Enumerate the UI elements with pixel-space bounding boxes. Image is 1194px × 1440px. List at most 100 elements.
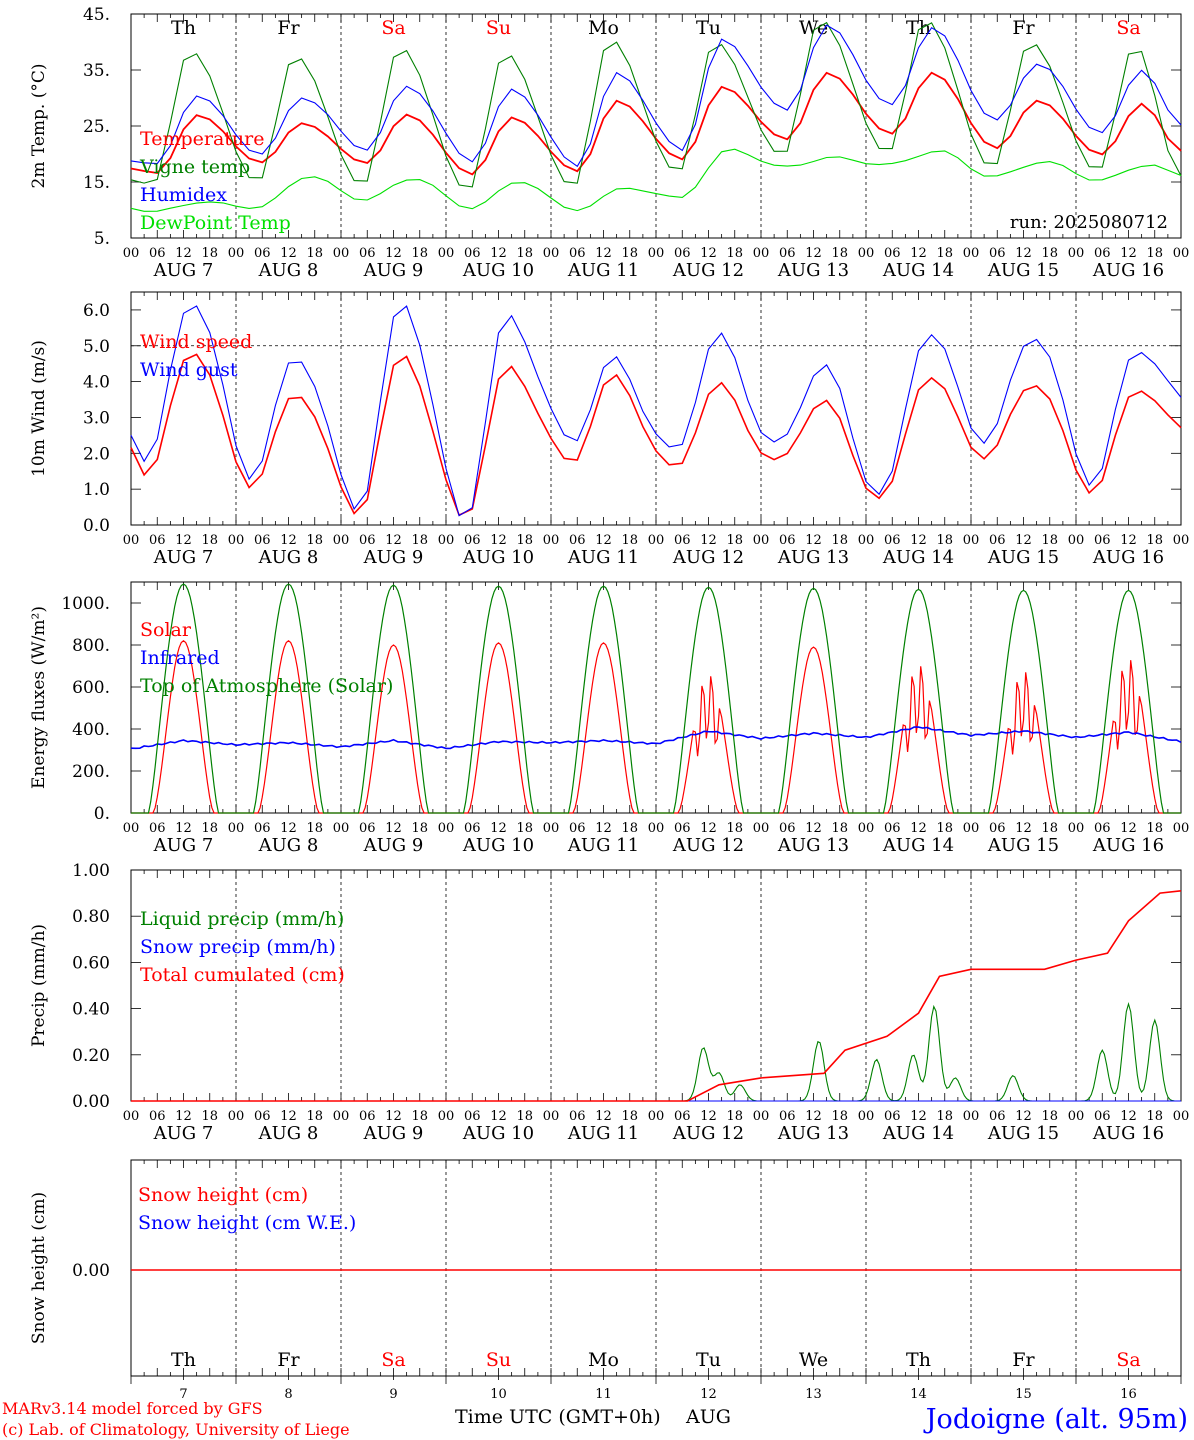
x-date-label: AUG 13 xyxy=(777,835,849,856)
x-hour-label: 00 xyxy=(228,1109,245,1124)
x-hour-label: 12 xyxy=(1015,246,1032,261)
x-hour-label: 00 xyxy=(1068,246,1085,261)
x-date-label: AUG 8 xyxy=(258,547,319,568)
x-hour-label: 12 xyxy=(490,821,507,836)
panel-frame xyxy=(130,13,1182,239)
x-hour-label: 00 xyxy=(753,246,770,261)
x-date-label: AUG 11 xyxy=(567,1123,639,1144)
x-hour-label: 18 xyxy=(306,1109,323,1124)
x-date-label: AUG 7 xyxy=(153,547,214,568)
x-hour-label: 18 xyxy=(411,246,428,261)
x-date-label: AUG 15 xyxy=(987,1123,1059,1144)
x-hour-label: 12 xyxy=(910,533,927,548)
x-hour-label: 00 xyxy=(1173,821,1190,836)
x-hour-label: 18 xyxy=(726,533,743,548)
legend-temperature: Temperature xyxy=(140,128,264,150)
x-hour-label: 12 xyxy=(700,1109,717,1124)
x-hour-label: 06 xyxy=(989,1109,1006,1124)
x-date-label: AUG 14 xyxy=(882,547,954,568)
x-hour-label: 00 xyxy=(963,533,980,548)
x-axis-label: Time UTC (GMT+0h) xyxy=(455,1406,661,1428)
x-hour-label: 12 xyxy=(805,246,822,261)
x-hour-label: 12 xyxy=(910,821,927,836)
x-hour-label: 00 xyxy=(543,821,560,836)
x-hour-label: 12 xyxy=(280,246,297,261)
weekday-label-bottom: Mo xyxy=(588,1349,619,1371)
x-date-label: AUG 14 xyxy=(882,1123,954,1144)
x-hour-label: 00 xyxy=(1068,821,1085,836)
x-hour-label: 00 xyxy=(858,246,875,261)
x-hour-label: 06 xyxy=(254,1109,271,1124)
x-hour-label: 00 xyxy=(228,821,245,836)
x-date-label: AUG 10 xyxy=(462,547,534,568)
y-tick-label: 200. xyxy=(72,762,110,782)
x-hour-label: 00 xyxy=(1173,533,1190,548)
x-date-label: AUG 11 xyxy=(567,835,639,856)
x-date-label: AUG 9 xyxy=(363,260,424,281)
series-dewpoint-temp xyxy=(130,148,1182,212)
x-hour-label: 18 xyxy=(411,1109,428,1124)
y-tick-label: 6.0 xyxy=(83,301,110,321)
x-hour-label: 06 xyxy=(1094,821,1111,836)
y-axis-label: Energy fluxes (W/m²) xyxy=(29,606,49,789)
y-tick-label: 0.0 xyxy=(83,516,110,536)
y-tick-label: 400. xyxy=(72,720,110,740)
x-hour-label: 12 xyxy=(175,1109,192,1124)
y-tick-label: 0.20 xyxy=(72,1046,110,1066)
y-tick-label: 35. xyxy=(83,61,110,81)
x-date-label: AUG 15 xyxy=(987,260,1059,281)
x-hour-label: 12 xyxy=(700,821,717,836)
x-hour-label: 12 xyxy=(175,821,192,836)
x-hour-label: 12 xyxy=(595,821,612,836)
x-hour-label: 00 xyxy=(123,821,140,836)
x-hour-label: 18 xyxy=(411,533,428,548)
x-hour-label: 00 xyxy=(543,533,560,548)
x-hour-label: 12 xyxy=(700,246,717,261)
x-hour-label: 00 xyxy=(1173,246,1190,261)
legend-vigne-temp: Vigne temp xyxy=(139,156,250,178)
x-hour-label: 00 xyxy=(438,1109,455,1124)
legend-solar: Solar xyxy=(140,619,192,641)
series-wind-gust xyxy=(130,305,1182,517)
x-hour-label: 18 xyxy=(936,821,953,836)
x-hour-label: 12 xyxy=(805,533,822,548)
y-tick-label: 600. xyxy=(72,678,110,698)
y-tick-label: 45. xyxy=(83,5,110,25)
x-hour-label: 06 xyxy=(149,533,166,548)
x-hour-label: 00 xyxy=(333,1109,350,1124)
y-tick-label: 5.0 xyxy=(83,337,110,357)
x-hour-label: 12 xyxy=(910,246,927,261)
x-hour-label: 18 xyxy=(621,821,638,836)
legend-liquid-precip-mm-h: Liquid precip (mm/h) xyxy=(140,908,344,930)
x-date-label: AUG 16 xyxy=(1092,547,1164,568)
x-hour-label: 12 xyxy=(175,246,192,261)
x-hour-label: 06 xyxy=(884,1109,901,1124)
x-hour-label: 00 xyxy=(1068,533,1085,548)
x-hour-label: 18 xyxy=(201,246,218,261)
day-number-label: 12 xyxy=(700,1387,717,1402)
x-hour-label: 06 xyxy=(779,246,796,261)
x-date-label: AUG 13 xyxy=(777,547,849,568)
y-tick-label: 1.00 xyxy=(72,861,110,881)
x-hour-label: 18 xyxy=(831,821,848,836)
x-date-label: AUG 16 xyxy=(1092,835,1164,856)
x-hour-label: 18 xyxy=(201,533,218,548)
x-date-label: AUG 14 xyxy=(882,260,954,281)
weekday-label-bottom: We xyxy=(799,1349,828,1371)
x-hour-label: 06 xyxy=(569,246,586,261)
x-hour-label: 06 xyxy=(149,821,166,836)
day-number-label: 9 xyxy=(389,1387,397,1402)
x-date-label: AUG 7 xyxy=(153,1123,214,1144)
x-hour-label: 00 xyxy=(858,821,875,836)
x-date-label: AUG 10 xyxy=(462,260,534,281)
weekday-label-bottom: Th xyxy=(171,1349,196,1371)
y-tick-label: 0.00 xyxy=(72,1261,110,1281)
x-hour-label: 06 xyxy=(1094,533,1111,548)
x-hour-label: 06 xyxy=(674,533,691,548)
y-tick-label: 0. xyxy=(94,804,110,824)
series-wind-speed xyxy=(130,353,1182,517)
x-hour-label: 00 xyxy=(438,533,455,548)
x-hour-label: 00 xyxy=(543,1109,560,1124)
x-hour-label: 18 xyxy=(306,821,323,836)
x-hour-label: 00 xyxy=(123,1109,140,1124)
